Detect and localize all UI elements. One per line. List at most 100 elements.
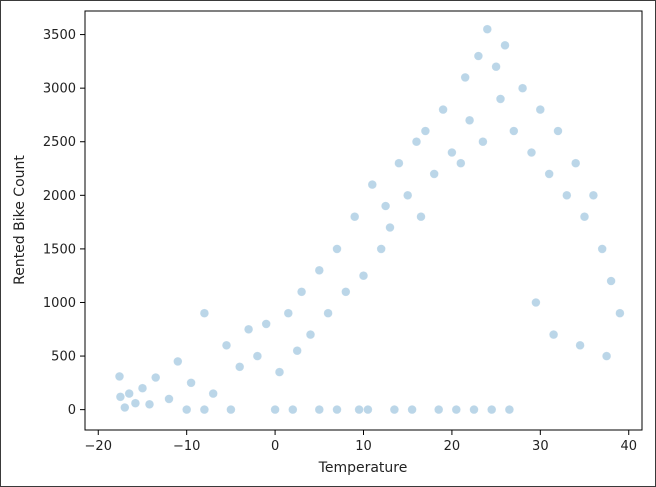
data-point — [531, 297, 541, 308]
x-tick-label: 30 — [532, 439, 549, 454]
x-tick-label: 10 — [355, 439, 372, 454]
y-tick-label: 2500 — [43, 135, 76, 150]
data-point — [354, 405, 364, 415]
x-tick-label: 20 — [444, 439, 461, 454]
data-point — [473, 51, 483, 61]
data-point — [173, 356, 183, 366]
data-point — [358, 271, 369, 281]
data-point — [208, 389, 218, 399]
data-point — [332, 405, 342, 415]
data-point — [164, 394, 174, 404]
data-point — [500, 40, 510, 50]
data-point — [416, 212, 426, 222]
data-point — [124, 389, 134, 399]
data-point — [460, 72, 470, 82]
data-point — [367, 180, 377, 190]
data-point — [403, 190, 413, 200]
data-point — [363, 405, 373, 415]
data-point — [323, 308, 333, 318]
data-point — [297, 287, 307, 297]
y-tick-label: 2000 — [43, 189, 76, 204]
data-point — [305, 330, 316, 340]
data-point — [235, 362, 245, 372]
data-point — [115, 392, 125, 402]
data-point — [226, 405, 236, 415]
data-point — [504, 405, 514, 415]
data-point — [597, 244, 607, 254]
x-tick-label: 0 — [271, 439, 279, 454]
data-point — [571, 158, 581, 168]
data-point — [579, 212, 590, 222]
data-point — [341, 287, 351, 297]
data-point — [120, 402, 130, 413]
data-point — [244, 324, 254, 334]
plot-area-border — [84, 10, 643, 431]
data-point — [252, 351, 262, 361]
data-point — [495, 94, 506, 104]
x-tick-label: −10 — [173, 439, 200, 454]
data-point — [562, 190, 572, 200]
data-point — [606, 276, 616, 286]
x-axis-label: Temperature — [318, 460, 408, 476]
data-point — [376, 244, 386, 254]
data-point — [288, 405, 298, 415]
data-point — [144, 399, 155, 409]
data-point — [469, 405, 479, 415]
data-point — [130, 398, 140, 408]
data-point — [518, 83, 528, 93]
data-point — [394, 158, 404, 168]
data-point — [221, 340, 232, 350]
data-point — [602, 351, 612, 361]
data-point — [482, 24, 492, 34]
data-point — [283, 308, 293, 318]
y-tick-label: 3500 — [43, 28, 76, 43]
y-axis-label: Rented Bike Count — [12, 155, 28, 285]
data-point — [465, 115, 475, 125]
data-point — [274, 367, 285, 377]
data-point — [451, 405, 461, 415]
data-point — [509, 126, 519, 136]
x-tick-label: −20 — [85, 439, 112, 454]
data-point — [182, 405, 192, 415]
data-point — [270, 405, 280, 415]
data-point — [407, 405, 417, 415]
data-point — [314, 265, 324, 275]
data-point — [292, 346, 302, 356]
data-point — [447, 147, 457, 158]
y-axis-ticks: 0 500 1000 1500 2000 2500 3000 3500 — [43, 28, 85, 418]
data-point — [332, 244, 342, 254]
data-point — [137, 383, 148, 393]
data-point — [553, 126, 563, 136]
data-point — [535, 105, 545, 115]
data-point — [478, 137, 488, 147]
data-point — [491, 62, 501, 72]
data-point — [456, 158, 466, 168]
data-point — [411, 137, 422, 147]
data-point — [487, 405, 497, 415]
data-point — [526, 147, 537, 158]
data-point — [615, 308, 625, 318]
data-point — [549, 330, 559, 340]
data-point — [544, 169, 554, 179]
data-point — [114, 371, 125, 381]
x-axis-ticks: −20 −10 0 10 20 30 40 — [85, 430, 637, 454]
data-point — [588, 190, 598, 200]
data-point — [385, 222, 395, 233]
y-tick-label: 500 — [51, 350, 76, 365]
points-layer — [114, 24, 625, 415]
data-point — [434, 405, 444, 415]
data-point — [429, 169, 439, 179]
data-point — [575, 340, 585, 350]
y-tick-label: 1500 — [43, 242, 76, 257]
data-point — [350, 212, 360, 222]
data-point — [186, 378, 196, 388]
y-tick-label: 0 — [68, 403, 76, 418]
data-point — [438, 105, 448, 115]
data-point — [151, 372, 161, 383]
y-tick-label: 3000 — [43, 82, 76, 97]
data-point — [420, 126, 430, 136]
data-point — [199, 308, 209, 318]
x-tick-label: 40 — [620, 439, 637, 454]
